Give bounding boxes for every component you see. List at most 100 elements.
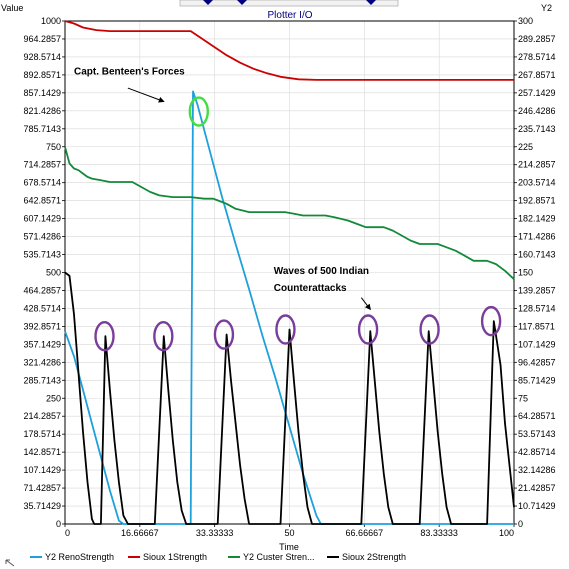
y-tick-label: 285.7143 (23, 375, 61, 385)
annotation-text-2: Waves of 500 Indian (274, 266, 369, 277)
plot-marker-2-icon[interactable] (237, 0, 247, 5)
annotation-text-3: Counterattacks (274, 283, 347, 294)
y2-tick-label: 192.8571 (518, 196, 556, 206)
y2-tick-label: 267.8571 (518, 70, 556, 80)
y-tick-label: 35.71429 (23, 501, 61, 511)
y-tick-label: 250 (46, 393, 61, 403)
x-tick-label: 33.33333 (196, 528, 234, 538)
y2-tick-label: 75 (518, 393, 528, 403)
plot-selector-strip[interactable] (179, 0, 399, 7)
y2-tick-label: 160.7143 (518, 250, 556, 260)
highlight-ellipse-8 (480, 305, 502, 337)
y-tick-label: 428.5714 (23, 303, 61, 313)
annotations: Capt. Benteen's Forces Waves of 500 India… (74, 67, 371, 311)
resize-corner-icon[interactable] (5, 559, 15, 567)
y2-tick-label: 139.2857 (518, 285, 556, 295)
x-tick-label: 50 (284, 528, 294, 538)
annotation-arrow-2 (360, 297, 371, 311)
y2-tick-label: 53.57143 (518, 429, 556, 439)
y-tick-label: 785.7143 (23, 124, 61, 134)
highlight-ellipse-1 (188, 96, 210, 127)
highlight-ellipse-6 (357, 314, 379, 345)
y-tick-label: 464.2857 (23, 285, 61, 295)
legend-label-1: Y2 RenoStrength (45, 552, 114, 562)
y-tick-label: 642.8571 (23, 196, 61, 206)
annotation-arrow-1 (127, 87, 165, 103)
y-tick-label: 750 (46, 142, 61, 152)
y2-tick-label: 246.4286 (518, 106, 556, 116)
y2-tick-label: 235.7143 (518, 124, 556, 134)
y2-tick-label: 182.1429 (518, 214, 556, 224)
legend-label-3: Y2 Custer Stren... (243, 552, 315, 562)
left-axis-ticks: 1000 964.2857 928.5714 892.8571 857.1429 821.… (23, 16, 65, 529)
highlight-ellipse-2 (94, 321, 115, 352)
y-tick-label: 1000 (41, 16, 61, 26)
left-axis-label: Value (1, 3, 23, 13)
y2-tick-label: 21.42857 (518, 483, 556, 493)
right-axis-label: Y2 (541, 3, 552, 13)
y2-tick-label: 107.1429 (518, 339, 556, 349)
y2-tick-label: 171.4286 (518, 232, 556, 242)
y2-tick-label: 150 (518, 268, 533, 278)
y2-tick-label: 96.42857 (518, 357, 556, 367)
highlight-markers (94, 96, 502, 352)
x-tick-label: 66.66667 (346, 528, 384, 538)
y2-tick-label: 128.5714 (518, 303, 556, 313)
series-line-4 (64, 271, 515, 525)
x-axis-label: Time (279, 542, 299, 552)
y-tick-label: 178.5714 (23, 429, 61, 439)
y-tick-label: 964.2857 (23, 34, 61, 44)
x-tick-label: 100 (499, 528, 514, 538)
x-tick-label: 16.66667 (121, 528, 159, 538)
y-tick-label: 571.4286 (23, 232, 61, 242)
series-line-1 (64, 90, 514, 525)
y-tick-label: 714.2857 (23, 160, 61, 170)
y-tick-label: 214.2857 (23, 411, 61, 421)
y2-tick-label: 32.14286 (518, 465, 556, 475)
y2-tick-label: 214.2857 (518, 160, 556, 170)
y-tick-label: 678.5714 (23, 178, 61, 188)
y-tick-label: 857.1429 (23, 88, 61, 98)
highlight-ellipse-3 (153, 321, 174, 352)
y2-tick-label: 117.8571 (518, 321, 555, 331)
y-tick-label: 892.8571 (23, 70, 61, 80)
y2-tick-label: 278.5714 (518, 52, 556, 62)
y-tick-label: 142.8571 (23, 447, 61, 457)
x-tick-label: 83.33333 (420, 528, 458, 538)
plot-marker-1-icon[interactable] (203, 0, 213, 5)
y-tick-label: 357.1429 (23, 339, 61, 349)
highlight-ellipse-4 (213, 319, 235, 350)
y2-tick-label: 257.1429 (518, 88, 556, 98)
y2-tick-label: 0 (518, 519, 523, 529)
highlight-ellipse-7 (419, 314, 440, 345)
y-tick-label: 821.4286 (23, 106, 61, 116)
y2-tick-label: 300 (518, 16, 533, 26)
y-tick-label: 71.42857 (23, 483, 61, 493)
y-tick-label: 535.7143 (23, 250, 61, 260)
legend-label-4: Sioux 2Strength (342, 552, 406, 562)
x-tick-label: 0 (65, 528, 70, 538)
y-tick-label: 607.1429 (23, 214, 61, 224)
annotation-text-1: Capt. Benteen's Forces (74, 67, 185, 78)
highlight-ellipse-5 (275, 314, 296, 345)
y2-tick-label: 10.71429 (518, 501, 556, 511)
plot-marker-3-icon[interactable] (366, 0, 376, 5)
legend: Y2 RenoStrength Sioux 1Strength Y2 Custer … (30, 552, 406, 562)
y-tick-label: 321.4286 (23, 357, 61, 367)
series-lines (64, 20, 515, 525)
y2-tick-label: 203.5714 (518, 178, 556, 188)
y-tick-label: 500 (46, 268, 61, 278)
y2-tick-label: 64.28571 (518, 411, 556, 421)
y-tick-label: 928.5714 (23, 52, 61, 62)
y-tick-label: 392.8571 (23, 321, 61, 331)
y2-tick-label: 42.85714 (518, 447, 556, 457)
series-line-2 (64, 20, 514, 81)
y2-tick-label: 289.2857 (518, 34, 556, 44)
y2-tick-label: 85.71429 (518, 375, 556, 385)
chart-title: Plotter I/O (267, 10, 312, 21)
y-tick-label: 107.1429 (23, 465, 61, 475)
right-axis-ticks: 300 289.2857 278.5714 267.8571 257.1429 246.4… (514, 16, 556, 529)
y2-tick-label: 225 (518, 142, 533, 152)
